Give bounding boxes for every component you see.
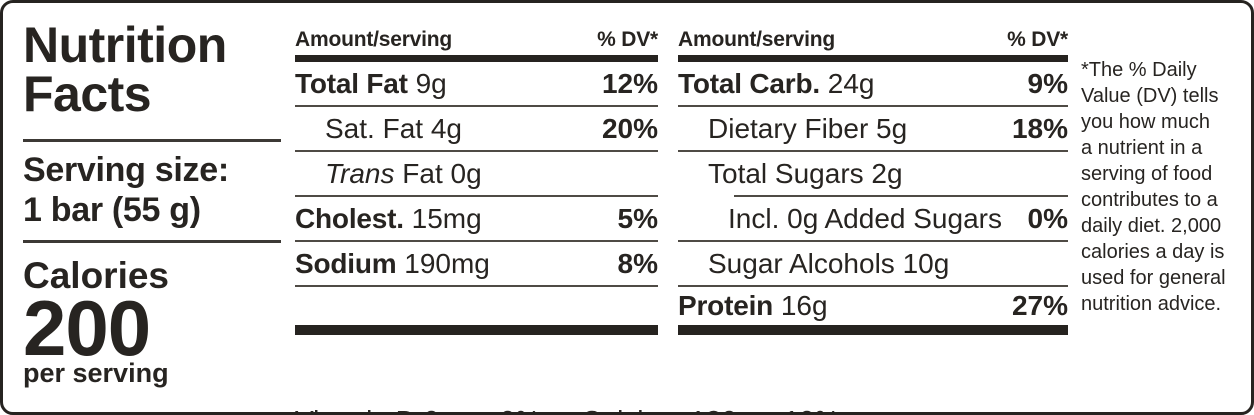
- daily-value-footnote: *The % Daily Value (DV) tells you how mu…: [1081, 59, 1226, 315]
- nutrient-name: Total Carb. 24g: [678, 68, 874, 100]
- nutrient-amount: Sugar Alcohols 10g: [708, 247, 950, 279]
- nutrient-amount: 24g: [819, 67, 875, 99]
- nutrient-column-left: Amount/serving % DV* Total Fat 9g 12% Sa…: [295, 28, 658, 335]
- nutrient-row-trans-fat: Trans Fat 0g: [295, 152, 658, 197]
- nutrient-row-total-sugars: Total Sugars 2g: [678, 152, 1068, 197]
- nutrient-name: Protein 16g: [678, 290, 828, 322]
- label-left-panel: Nutrition Facts Serving size: 1 bar (55 …: [23, 13, 281, 387]
- nutrient-name: Total Sugars 2g: [678, 158, 903, 190]
- label-title-line2: Facts: [23, 66, 152, 122]
- nutrient-name: Total Fat 9g: [295, 68, 447, 100]
- nutrient-dv: 0%: [1027, 202, 1068, 234]
- nutrient-bold: Cholest.: [295, 202, 404, 234]
- amount-serving-header: Amount/serving: [295, 28, 453, 51]
- thick-bar: [678, 55, 1068, 62]
- serving-size-value: 1 bar (55 g): [23, 191, 201, 229]
- nutrient-row-protein: Protein 16g 27%: [678, 287, 1068, 325]
- nutrient-bold: Total Carb.: [678, 67, 820, 99]
- nutrient-dv: 5%: [617, 202, 658, 234]
- nutrient-amount: Dietary Fiber 5g: [708, 112, 908, 144]
- nutrient-dv: 8%: [617, 247, 658, 279]
- nutrient-amount: Fat 0g: [394, 157, 482, 189]
- nutrient-name: Trans Fat 0g: [295, 158, 482, 190]
- column-header: Amount/serving % DV*: [295, 28, 658, 55]
- nutrient-name: Sat. Fat 4g: [295, 113, 462, 145]
- nutrient-name: Incl. 0g Added Sugars: [678, 203, 1002, 235]
- thick-bar: [295, 325, 658, 335]
- thick-bar: [678, 325, 1068, 335]
- nutrient-row-total-fat: Total Fat 9g 12%: [295, 62, 658, 107]
- micronutrients-line1: Vitamin D 0mcg 0% • Calcium 130mg 10%: [295, 405, 995, 412]
- nutrient-amount: Total Sugars 2g: [708, 157, 903, 189]
- nutrient-name: Sodium 190mg: [295, 248, 490, 280]
- nutrient-dv: 9%: [1027, 67, 1068, 99]
- calories-unit: per serving: [23, 358, 169, 388]
- nutrient-amount: 9g: [407, 67, 447, 99]
- label-title-line1: Nutrition: [23, 17, 227, 73]
- nutrient-dv: 20%: [601, 112, 658, 144]
- nutrient-dv: 18%: [1011, 112, 1068, 144]
- label-title: Nutrition Facts: [23, 17, 281, 122]
- nutrient-amount: Incl. 0g Added Sugars: [728, 202, 1002, 234]
- nutrient-row-sodium: Sodium 190mg 8%: [295, 242, 658, 287]
- divider: [23, 139, 281, 142]
- nutrient-amount: 16g: [773, 290, 828, 321]
- nutrient-dv: 12%: [601, 67, 658, 99]
- nutrient-amount: 190mg: [396, 247, 490, 279]
- dv-header: % DV*: [1007, 28, 1068, 51]
- nutrient-name: Cholest. 15mg: [295, 203, 482, 235]
- nutrient-column-right: Amount/serving % DV* Total Carb. 24g 9% …: [678, 28, 1068, 335]
- micronutrients-block: Vitamin D 0mcg 0% • Calcium 130mg 10% Ir…: [295, 343, 995, 412]
- calories-value: 200: [23, 284, 151, 372]
- nutrient-row-sat-fat: Sat. Fat 4g 20%: [295, 107, 658, 152]
- nutrient-dv: 27%: [1011, 290, 1068, 321]
- nutrient-row-sugar-alcohols: Sugar Alcohols 10g: [678, 242, 1068, 287]
- nutrient-row-total-carb: Total Carb. 24g 9%: [678, 62, 1068, 107]
- nutrient-name: Sugar Alcohols 10g: [678, 248, 949, 280]
- nutrient-bold: Sodium: [295, 247, 397, 279]
- indented-divider: [734, 195, 1068, 197]
- nutrient-amount: 15mg: [403, 202, 482, 234]
- nutrient-italic: Trans: [325, 157, 395, 189]
- divider: [23, 240, 281, 243]
- dv-header: % DV*: [597, 28, 658, 51]
- nutrient-name: Dietary Fiber 5g: [678, 113, 907, 145]
- serving-size-block: Serving size: 1 bar (55 g): [23, 150, 281, 230]
- column-header: Amount/serving % DV*: [678, 28, 1068, 55]
- amount-serving-header: Amount/serving: [678, 28, 836, 51]
- nutrient-bold: Total Fat: [295, 67, 408, 99]
- nutrient-row-cholesterol: Cholest. 15mg 5%: [295, 197, 658, 242]
- calories-label: Calories: [23, 255, 170, 296]
- nutrient-amount: Sat. Fat 4g: [325, 112, 462, 144]
- nutrient-row-added-sugars: Incl. 0g Added Sugars 0%: [678, 197, 1068, 242]
- nutrient-row-dietary-fiber: Dietary Fiber 5g 18%: [678, 107, 1068, 152]
- serving-size-label: Serving size:: [23, 151, 229, 189]
- thick-bar: [295, 55, 658, 62]
- nutrient-bold: Protein: [678, 290, 774, 321]
